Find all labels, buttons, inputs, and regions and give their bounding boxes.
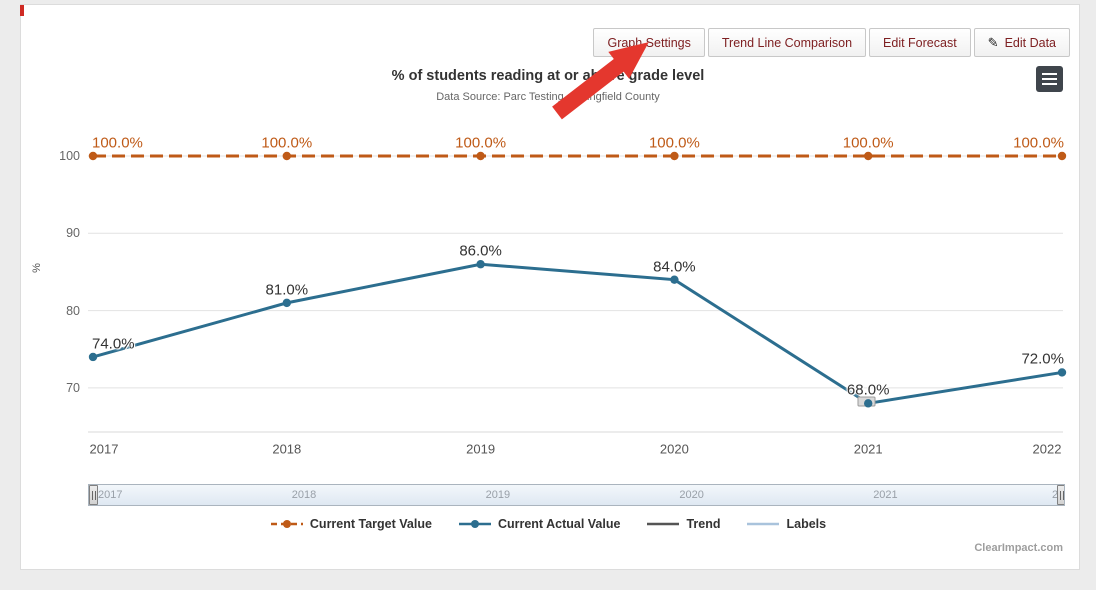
point-current-target-value-2020[interactable] — [670, 151, 679, 161]
navigator-label: 2017 — [98, 489, 123, 501]
navigator-handle-left[interactable] — [89, 485, 98, 505]
graph-settings-button[interactable]: Graph Settings — [593, 28, 705, 57]
point-current-actual-value-2021[interactable] — [864, 399, 873, 408]
navigator-label: 2019 — [485, 489, 511, 501]
edit-data-button[interactable]: ✎ Edit Data — [973, 28, 1070, 57]
card-accent-mark — [20, 5, 24, 16]
point-current-target-value-2019[interactable] — [476, 151, 485, 161]
point-current-actual-value-2017[interactable] — [88, 352, 98, 362]
navigator-label: 2020 — [679, 489, 704, 501]
legend-marker-icon — [458, 520, 491, 528]
point-current-target-value-2017[interactable] — [88, 151, 98, 161]
export-menu-button[interactable] — [1036, 66, 1063, 92]
legend-label: Current Actual Value — [497, 517, 621, 531]
legend-marker-icon — [747, 522, 780, 526]
toolbar: Graph Settings Trend Line Comparison Edi… — [593, 28, 1070, 57]
edit-forecast-button[interactable]: Edit Forecast — [869, 28, 971, 57]
point-current-actual-value-2020[interactable] — [670, 275, 679, 284]
legend-item-trend[interactable]: Trend — [646, 517, 720, 531]
edit-data-label: Edit Data — [1004, 35, 1056, 50]
point-current-target-value-2018[interactable] — [282, 151, 291, 161]
series-line-current-actual-value — [92, 262, 1063, 405]
point-current-actual-value-2019[interactable] — [476, 260, 485, 269]
point-current-target-value-2022[interactable] — [1057, 151, 1067, 161]
legend-marker-icon — [270, 520, 303, 528]
hamburger-icon — [1042, 73, 1057, 85]
legend-item-labels[interactable]: Labels — [746, 517, 826, 531]
navigator-handle-right[interactable] — [1057, 485, 1064, 505]
legend-label: Trend — [686, 517, 721, 531]
clearimpact-credit[interactable]: ClearImpact.com — [974, 542, 1063, 554]
navigator-label: 2021 — [873, 489, 898, 501]
trend-line-comparison-button[interactable]: Trend Line Comparison — [707, 28, 867, 57]
legend-item-current-actual-value[interactable]: Current Actual Value — [458, 517, 621, 531]
legend-item-current-target-value[interactable]: Current Target Value — [270, 517, 432, 531]
legend-label: Labels — [786, 517, 827, 531]
point-current-target-value-2021[interactable] — [864, 151, 873, 161]
navigator-label: 2018 — [291, 489, 317, 501]
point-current-actual-value-2022[interactable] — [1057, 368, 1067, 377]
point-current-actual-value-2018[interactable] — [282, 298, 291, 308]
legend-marker-icon — [647, 522, 680, 526]
chart-legend: Current Target Value Current Actual Value… — [0, 517, 1096, 531]
pencil-icon: ✎ — [987, 35, 999, 50]
chart-card — [20, 4, 1080, 570]
legend-label: Current Target Value — [309, 517, 432, 531]
